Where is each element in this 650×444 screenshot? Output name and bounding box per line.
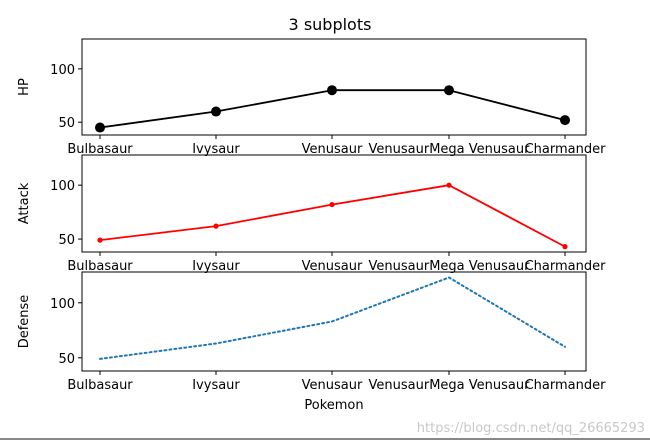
axes-frame: [81, 38, 587, 136]
subplot-2: 50 100 Attack Bulbasaur Ivysaur Venusaur Venus…: [17, 154, 607, 274]
axes-frame: [81, 271, 587, 372]
x-tick-label: Ivysaur: [192, 259, 240, 274]
x-tick-label: Venusaur: [302, 142, 363, 157]
data-point: [444, 85, 454, 96]
y-tick-label: 50: [58, 352, 75, 367]
x-tick-label: Bulbasaur: [67, 378, 133, 393]
x-tick-label: Bulbasaur: [67, 142, 133, 157]
series-line: [99, 276, 566, 360]
x-tick-label: Ivysaur: [192, 142, 240, 157]
x-axis-label: Pokemon: [304, 398, 363, 413]
figure-title: 3 subplots: [289, 15, 372, 34]
data-point: [327, 85, 337, 96]
axes-frame: [81, 154, 587, 253]
series-line: [99, 184, 566, 248]
x-tick-label: VenusaurMega Venusaur: [369, 259, 531, 274]
y-tick-label: 50: [58, 116, 75, 131]
subplot-1: 50 100 HP Bulbasaur Ivysaur Venusaur VenusaurM…: [17, 38, 607, 157]
y-axis-label: HP: [17, 78, 32, 96]
bottom-divider: [0, 438, 650, 440]
y-axis-label: Defense: [17, 295, 32, 349]
data-point: [560, 115, 570, 126]
x-tick-label: VenusaurMega Venusaur: [369, 378, 531, 393]
x-tick-label: Charmander: [525, 142, 607, 157]
y-tick-label: 100: [50, 63, 75, 78]
x-tick-label: Bulbasaur: [67, 259, 133, 274]
y-tick-label: 100: [50, 179, 75, 194]
x-tick-label: Charmander: [525, 378, 607, 393]
data-point: [329, 201, 335, 208]
x-tick-label: Ivysaur: [192, 378, 240, 393]
data-point: [211, 106, 221, 117]
x-tick-label: VenusaurMega Venusaur: [369, 142, 531, 157]
y-axis-label: Attack: [17, 182, 32, 224]
data-point: [95, 122, 105, 133]
x-tick-label: Charmander: [525, 259, 607, 274]
subplots: 50 100 HP Bulbasaur Ivysaur Venusaur VenusaurM…: [17, 38, 607, 413]
x-tick-label: Venusaur: [302, 378, 363, 393]
data-point: [213, 223, 219, 229]
data-point: [97, 237, 103, 243]
x-tick-label: Venusaur: [302, 259, 363, 274]
watermark: https://blog.csdn.net/qq_26665293: [417, 421, 645, 436]
subplot-3: 50 100 Defense Bulbasaur Ivysaur Venusaur Venu…: [17, 271, 607, 413]
y-tick-label: 50: [58, 233, 75, 248]
data-point: [562, 244, 568, 250]
data-point: [446, 182, 452, 188]
y-tick-label: 100: [50, 297, 75, 312]
series-line: [99, 89, 566, 129]
